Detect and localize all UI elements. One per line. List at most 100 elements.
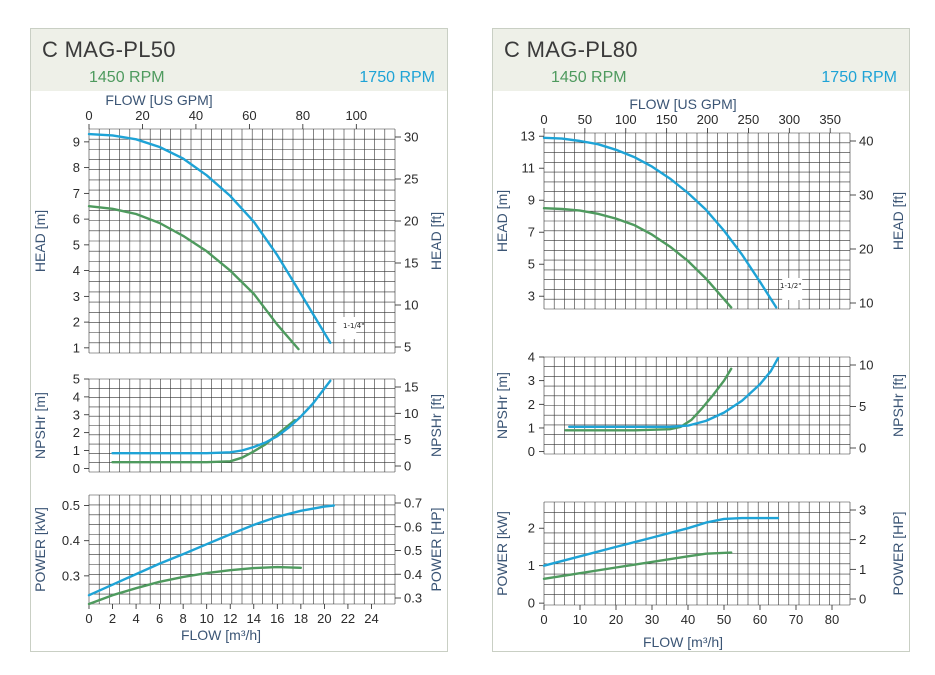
impeller-label-box — [336, 317, 357, 339]
x-tick-label: 16 — [270, 611, 284, 626]
y-tick-label: 2 — [528, 397, 535, 412]
model-title: C MAG-PL80 — [504, 37, 638, 62]
y-tick-label: 5 — [73, 237, 80, 252]
x-tick-label: 20 — [609, 612, 623, 627]
y-tick-label: 1 — [528, 420, 535, 435]
y-tick-label: 4 — [73, 389, 80, 404]
impeller-size-label: 1-1/4" — [343, 322, 364, 330]
y-tick-label: 4 — [528, 350, 535, 365]
y2-tick-label: 30 — [859, 188, 873, 203]
x2-tick-label: 100 — [615, 112, 637, 127]
x-tick-label: 18 — [294, 611, 308, 626]
y2-tick-label: 0.4 — [404, 567, 422, 582]
y-axis-title: POWER [kW] — [494, 511, 510, 596]
y2-tick-label: 10 — [404, 298, 418, 313]
x-tick-label: 10 — [573, 612, 587, 627]
y2-tick-label: 0.6 — [404, 519, 422, 534]
y2-tick-label: 0.3 — [404, 591, 422, 606]
npshr-curve-1750-rpm — [111, 379, 332, 455]
y-axis-title: NPSHr [m] — [494, 372, 510, 439]
panel-header: C MAG-PL80 1450 RPM 1750 RPM — [493, 29, 909, 91]
power-curve-1450-rpm — [542, 551, 733, 580]
flow-gpm-axis-title: FLOW [US GPM] — [105, 92, 212, 108]
x2-tick-label: 200 — [697, 112, 719, 127]
impeller-label-box — [782, 278, 803, 300]
x2-tick-label: 40 — [189, 108, 203, 123]
y-tick-label: 1 — [73, 340, 80, 355]
x2-tick-label: 300 — [778, 112, 800, 127]
head-chart: 1 2 3 4 5 6 7 8 9 5 10 15 20 25 30 HEAD [m] HEAD [ft] 0 20… — [32, 108, 444, 355]
flow-gpm-axis-title: FLOW [US GPM] — [629, 96, 736, 112]
y2-tick-label: 40 — [859, 134, 873, 149]
y-tick-label: 9 — [73, 134, 80, 149]
y2-tick-label: 10 — [859, 358, 873, 373]
x-tick-label: 4 — [132, 611, 139, 626]
x-tick-label: 2 — [109, 611, 116, 626]
x-tick-label: 30 — [645, 612, 659, 627]
y2-tick-label: 20 — [859, 242, 873, 257]
y-axis-title: NPSHr [m] — [32, 392, 48, 459]
npshr-curve-1750-rpm — [567, 357, 780, 428]
power-curve-1450-rpm — [87, 565, 302, 606]
y-tick-label: 0 — [528, 596, 535, 611]
x-tick-label: 14 — [247, 611, 261, 626]
y2-tick-label: 1 — [859, 562, 866, 577]
x2-tick-label: 350 — [819, 112, 841, 127]
x-tick-label: 80 — [825, 612, 839, 627]
rpm-1750-label: 1750 RPM — [359, 69, 435, 86]
y2-tick-label: 5 — [404, 340, 411, 355]
y-tick-label: 9 — [528, 193, 535, 208]
head-chart: 3 5 7 9 11 13 10 20 30 40 HEAD [m] HEAD [ft] 0 50 100 1… — [494, 112, 906, 311]
x-tick-label: 24 — [364, 611, 378, 626]
x2-tick-label: 20 — [135, 108, 149, 123]
x-tick-label: 12 — [223, 611, 237, 626]
x2-tick-label: 60 — [242, 108, 256, 123]
y-tick-label: 7 — [73, 186, 80, 201]
x2-tick-label: 250 — [738, 112, 760, 127]
flow-m3h-axis-title: FLOW [m³/h] — [181, 627, 261, 643]
y2-tick-label: 20 — [404, 214, 418, 229]
x2-tick-label: 50 — [578, 112, 592, 127]
x-tick-label: 70 — [789, 612, 803, 627]
model-title: C MAG-PL50 — [42, 37, 176, 62]
y-tick-label: 6 — [73, 212, 80, 227]
x2-tick-label: 100 — [345, 108, 367, 123]
x2-tick-label: 80 — [296, 108, 310, 123]
y-tick-label: 1 — [528, 558, 535, 573]
y-tick-label: 3 — [528, 373, 535, 388]
y-tick-label: 2 — [73, 315, 80, 330]
head-curve-1450-rpm — [542, 206, 733, 309]
x2-tick-label: 150 — [656, 112, 678, 127]
head-curve-1750-rpm — [87, 132, 332, 344]
y2-tick-label: 25 — [404, 172, 418, 187]
rpm-1750-label: 1750 RPM — [821, 69, 897, 86]
impeller-size-label: 1-1/2" — [780, 282, 801, 290]
y2-tick-label: 0 — [859, 441, 866, 456]
y2-tick-label: 10 — [404, 406, 418, 421]
npshr-chart: 0 1 2 3 4 0 5 10 NPSHr [m] NPSHr [ft] — [494, 350, 906, 460]
y2-tick-label: 5 — [859, 399, 866, 414]
y-tick-label: 5 — [73, 372, 80, 387]
y2-axis-title: NPSHr [ft] — [890, 374, 906, 437]
y2-tick-label: 5 — [404, 432, 411, 447]
x-tick-label: 20 — [317, 611, 331, 626]
y-axis-title: HEAD [m] — [32, 210, 48, 272]
y2-tick-label: 0.7 — [404, 496, 422, 511]
x-tick-label: 0 — [85, 611, 92, 626]
pump-curves-chart: FLOW [US GPM] FLOW [m³/h] 12345678951015… — [32, 92, 444, 643]
panel-header: C MAG-PL50 1450 RPM 1750 RPM — [31, 29, 447, 91]
y2-axis-title: NPSHr [ft] — [428, 394, 444, 457]
y-tick-label: 3 — [528, 289, 535, 304]
y-tick-label: 0.5 — [62, 498, 80, 513]
y-tick-label: 3 — [73, 289, 80, 304]
y-tick-label: 0 — [73, 461, 80, 476]
y2-axis-title: POWER [HP] — [890, 511, 906, 595]
x-tick-label: 6 — [156, 611, 163, 626]
y-tick-label: 1 — [73, 443, 80, 458]
y-tick-label: 0.4 — [62, 533, 80, 548]
power-curve-1750-rpm — [542, 516, 780, 567]
y-tick-label: 13 — [521, 129, 535, 144]
pump-curves-chart: FLOW [US GPM] FLOW [m³/h] 35791113102030… — [494, 96, 906, 650]
y-tick-label: 0 — [528, 444, 535, 459]
